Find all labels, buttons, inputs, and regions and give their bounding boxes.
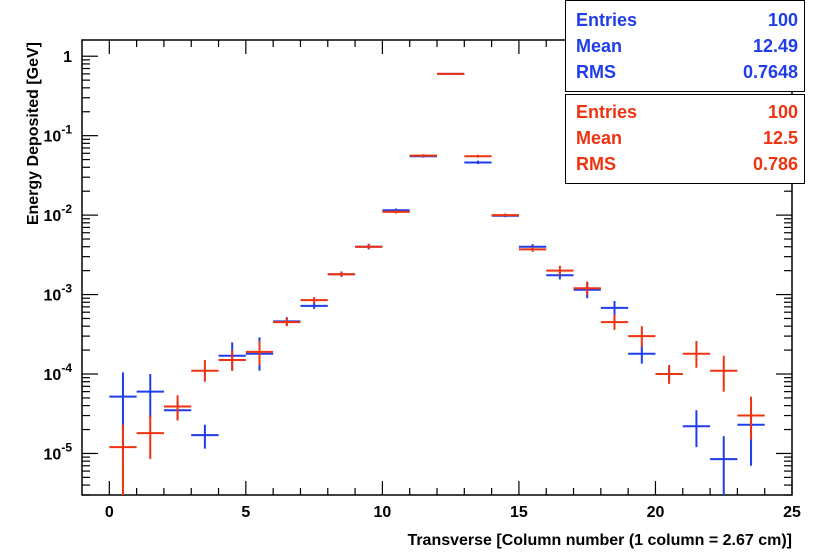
stats-value: 0.786 xyxy=(752,154,798,174)
y-tick-exponent: -2 xyxy=(61,202,72,216)
stats-row-entries: Entries 100 xyxy=(566,7,804,33)
stats-value: 12.49 xyxy=(752,36,798,56)
stats-row-rms: RMS 0.7648 xyxy=(566,59,804,85)
x-tick-labels: 0 5 10 15 20 25 xyxy=(105,504,801,521)
stats-row-entries: Entries 100 xyxy=(566,99,804,125)
stats-label: Entries xyxy=(576,10,638,30)
stats-label: Mean xyxy=(576,128,623,148)
y-tick-base: 10 xyxy=(44,446,62,463)
stats-box-blue: Entries 100 Mean 12.49 RMS 0.7648 xyxy=(565,0,805,92)
y-tick-exponent: -5 xyxy=(61,440,72,454)
x-tick-label: 25 xyxy=(783,504,801,521)
x-tick-label: 15 xyxy=(510,504,528,521)
data-series xyxy=(109,72,765,495)
y-tick-labels: 110-110-210-310-410-5 xyxy=(44,49,73,463)
y-tick-label: 10-2 xyxy=(44,202,73,225)
y-tick-base: 10 xyxy=(44,367,62,384)
y-tick-label: 10-3 xyxy=(44,282,73,305)
stats-value: 100 xyxy=(767,10,798,30)
stats-label: RMS xyxy=(576,154,616,174)
stats-value: 0.7648 xyxy=(742,62,798,82)
stats-value: 12.5 xyxy=(762,128,798,148)
y-tick-exponent: -1 xyxy=(61,123,72,137)
x-tick-label: 0 xyxy=(105,504,114,521)
y-axis-title: Energy Deposited [GeV] xyxy=(25,42,42,225)
stats-label: RMS xyxy=(576,62,616,82)
y-tick-label: 10-1 xyxy=(44,123,73,146)
y-tick-base: 1 xyxy=(63,49,72,66)
x-tick-label: 20 xyxy=(647,504,665,521)
y-tick-exponent: -3 xyxy=(61,282,72,296)
y-tick-label: 10-5 xyxy=(44,440,73,463)
stats-label: Entries xyxy=(576,102,638,122)
stats-value: 100 xyxy=(767,102,798,122)
x-tick-label: 10 xyxy=(373,504,391,521)
y-tick-base: 10 xyxy=(44,208,62,225)
stats-row-mean: Mean 12.49 xyxy=(566,33,804,59)
stats-box-red: Entries 100 Mean 12.5 RMS 0.786 xyxy=(565,94,805,184)
series-red xyxy=(109,72,765,495)
y-tick-exponent: -4 xyxy=(61,361,72,375)
x-axis-title: Transverse [Column number (1 column = 2.… xyxy=(407,532,792,549)
stats-label: Mean xyxy=(576,36,623,56)
stats-row-rms: RMS 0.786 xyxy=(566,151,804,177)
y-tick-base: 10 xyxy=(44,129,62,146)
y-tick-label: 10-4 xyxy=(44,361,73,384)
y-tick-label: 1 xyxy=(63,49,72,66)
y-tick-base: 10 xyxy=(44,288,62,305)
x-tick-label: 5 xyxy=(241,504,250,521)
stats-row-mean: Mean 12.5 xyxy=(566,125,804,151)
